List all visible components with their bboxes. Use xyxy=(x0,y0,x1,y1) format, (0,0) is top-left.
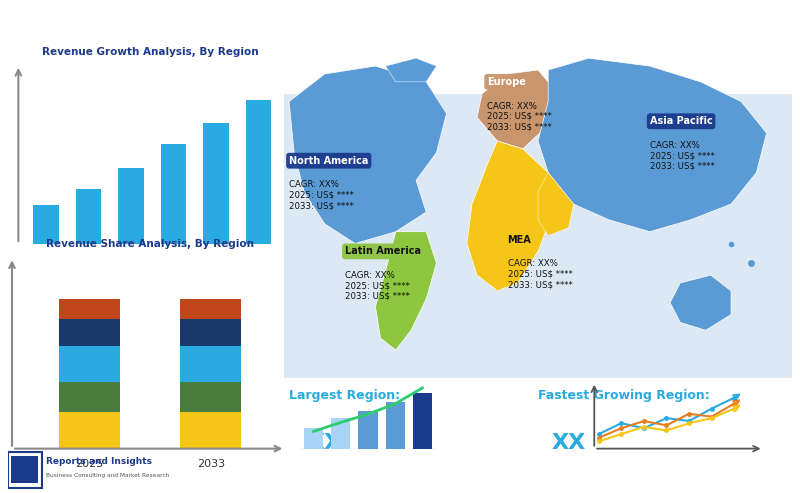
Polygon shape xyxy=(289,66,446,244)
Text: Latin America: Latin America xyxy=(345,246,421,256)
Text: GLOBAL COSMETIC EMOLLIENTS MARKET REGIONAL LEVEL ANALYSIS: GLOBAL COSMETIC EMOLLIENTS MARKET REGION… xyxy=(10,19,491,33)
FancyBboxPatch shape xyxy=(8,452,42,488)
Text: CAGR: XX%
2025: US$ ****
2033: US$ ****: CAGR: XX% 2025: US$ **** 2033: US$ **** xyxy=(289,180,354,210)
FancyBboxPatch shape xyxy=(284,94,792,378)
Bar xyxy=(180,299,241,319)
Bar xyxy=(358,411,378,449)
Text: Asia Pacific: Asia Pacific xyxy=(650,116,713,126)
Bar xyxy=(59,382,120,412)
Polygon shape xyxy=(538,58,766,232)
Bar xyxy=(180,412,241,449)
Title: Revenue Share Analysis, By Region: Revenue Share Analysis, By Region xyxy=(46,239,254,249)
Polygon shape xyxy=(467,141,554,291)
FancyBboxPatch shape xyxy=(11,456,38,484)
Bar xyxy=(59,299,120,319)
Bar xyxy=(59,319,120,346)
Text: Largest Region:: Largest Region: xyxy=(289,389,400,402)
Text: XX: XX xyxy=(307,433,342,453)
Text: MEA: MEA xyxy=(507,235,531,245)
Text: Europe: Europe xyxy=(487,77,526,87)
Polygon shape xyxy=(670,275,731,330)
Text: 2033: 2033 xyxy=(197,459,225,469)
Polygon shape xyxy=(375,232,437,350)
Bar xyxy=(203,123,229,244)
Text: Business Consulting and Market Research: Business Consulting and Market Research xyxy=(46,473,170,478)
Text: XX: XX xyxy=(551,433,586,453)
Text: CAGR: XX%
2025: US$ ****
2033: US$ ****: CAGR: XX% 2025: US$ **** 2033: US$ **** xyxy=(487,102,552,131)
Bar xyxy=(59,346,120,382)
Bar xyxy=(180,346,241,382)
Bar xyxy=(180,382,241,412)
Text: CAGR: XX%
2025: US$ ****
2033: US$ ****: CAGR: XX% 2025: US$ **** 2033: US$ **** xyxy=(345,271,410,301)
Bar xyxy=(413,393,432,449)
Text: Fastest Growing Region:: Fastest Growing Region: xyxy=(538,389,710,402)
Text: CAGR: XX%
2025: US$ ****
2033: US$ ****: CAGR: XX% 2025: US$ **** 2033: US$ **** xyxy=(507,259,572,289)
Bar xyxy=(386,402,405,449)
Polygon shape xyxy=(538,173,574,236)
Title: Revenue Growth Analysis, By Region: Revenue Growth Analysis, By Region xyxy=(42,47,258,57)
Text: North America: North America xyxy=(289,156,369,166)
Polygon shape xyxy=(386,58,437,82)
Bar xyxy=(331,418,350,449)
Bar xyxy=(304,428,323,449)
Text: CAGR: XX%
2025: US$ ****
2033: US$ ****: CAGR: XX% 2025: US$ **** 2033: US$ **** xyxy=(650,141,714,171)
Bar xyxy=(118,168,144,244)
Text: 2025: 2025 xyxy=(75,459,103,469)
Polygon shape xyxy=(477,70,558,149)
Bar xyxy=(34,205,58,244)
Text: Reports and Insights: Reports and Insights xyxy=(46,457,152,466)
Bar xyxy=(246,100,271,244)
Bar xyxy=(180,319,241,346)
Bar xyxy=(161,144,186,244)
Bar xyxy=(76,189,101,244)
Bar xyxy=(59,412,120,449)
